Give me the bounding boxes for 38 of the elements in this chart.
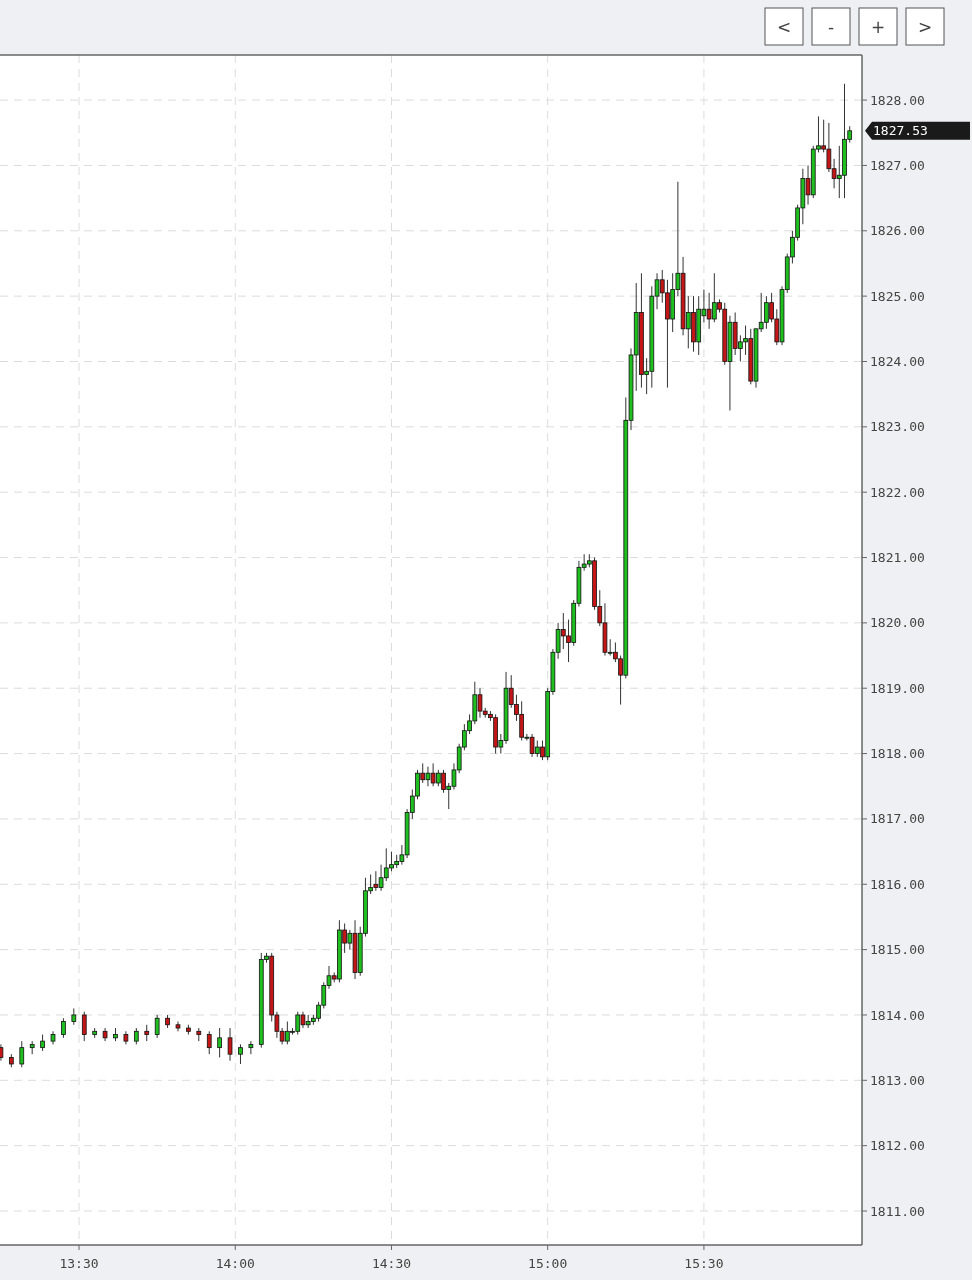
x-tick-label: 14:00 [215,1256,255,1271]
y-tick-label: 1814.00 [870,1007,925,1023]
y-tick-label: 1811.00 [870,1203,925,1219]
y-tick-label: 1813.00 [870,1072,925,1088]
button: + [858,7,898,46]
y-tick-label: 1812.00 [870,1138,925,1154]
x-tick-label: 15:00 [528,1256,568,1271]
x-tick-label: 15:30 [684,1256,724,1271]
y-tick-label: 1816.00 [870,876,925,892]
button: > [905,7,945,46]
x-tick-label: 13:30 [59,1256,99,1271]
candlestick [154,1014,160,1039]
y-tick-label: 1818.00 [870,746,925,762]
y-tick-label: 1819.00 [870,680,925,696]
candlestick [248,1040,254,1055]
text: 1827.53 [873,123,928,139]
candlestick [227,1027,233,1062]
candlestick [206,1030,212,1055]
button: < [764,7,804,46]
candlestick [217,1027,222,1058]
candlestick [61,1017,66,1039]
x-tick-label: 14:30 [371,1256,412,1271]
button: - [811,7,851,46]
candlestick [238,1043,243,1065]
y-tick-label: 1822.00 [870,484,925,500]
candlestick [19,1040,25,1068]
candlestick [102,1027,108,1042]
y-tick-label: 1820.00 [870,615,925,631]
y-tick-label: 1826.00 [870,223,925,239]
y-tick-label: 1821.00 [870,550,925,566]
y-tick-label: 1825.00 [870,288,925,304]
y-tick-label: 1817.00 [870,811,925,827]
y-tick-label: 1815.00 [870,942,925,958]
y-tick-label: 1823.00 [870,419,925,435]
y-tick-label: 1827.00 [870,157,925,173]
candlestick [81,1011,87,1042]
y-tick-label: 1824.00 [870,354,925,370]
y-tick-label: 1828.00 [870,92,925,108]
